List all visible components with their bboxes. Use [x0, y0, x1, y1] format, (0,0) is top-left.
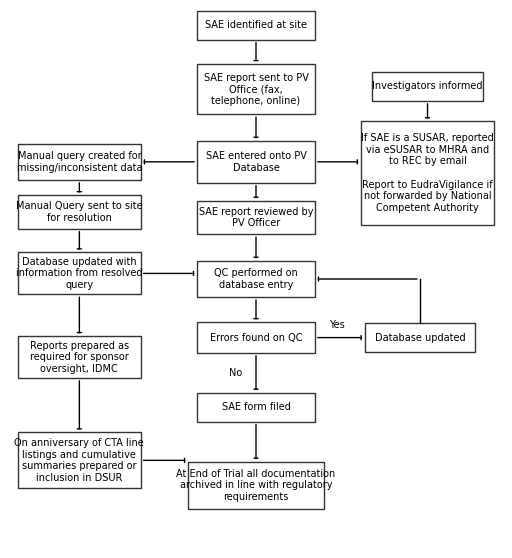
Text: SAE entered onto PV
Database: SAE entered onto PV Database: [205, 151, 307, 172]
Bar: [18, 195, 141, 229]
Text: Investigators informed: Investigators informed: [372, 81, 483, 92]
Bar: [18, 143, 141, 180]
Bar: [197, 11, 315, 40]
Text: SAE form filed: SAE form filed: [222, 402, 290, 412]
Text: SAE identified at site: SAE identified at site: [205, 20, 307, 30]
Bar: [361, 122, 494, 225]
Bar: [197, 393, 315, 422]
Bar: [197, 141, 315, 183]
Text: Yes: Yes: [329, 320, 345, 330]
Text: Reports prepared as
required for sponsor
oversight, IDMC: Reports prepared as required for sponsor…: [30, 340, 129, 374]
Bar: [365, 323, 475, 352]
Bar: [197, 201, 315, 234]
Text: No: No: [229, 368, 242, 378]
Text: At End of Trial all documentation
archived in line with regulatory
requirements: At End of Trial all documentation archiv…: [176, 469, 336, 502]
Bar: [197, 64, 315, 114]
Text: Errors found on QC: Errors found on QC: [210, 333, 302, 343]
Text: Database updated: Database updated: [374, 333, 465, 343]
Text: Manual Query sent to site
for resolution: Manual Query sent to site for resolution: [16, 201, 143, 223]
Text: SAE report reviewed by
PV Officer: SAE report reviewed by PV Officer: [199, 207, 313, 228]
Text: Database updated with
information from resolved
query: Database updated with information from r…: [16, 257, 143, 290]
Bar: [197, 323, 315, 353]
Bar: [197, 261, 315, 297]
Bar: [18, 432, 141, 488]
Bar: [18, 252, 141, 295]
Bar: [188, 462, 324, 509]
Text: SAE report sent to PV
Office (fax,
telephone, online): SAE report sent to PV Office (fax, telep…: [204, 73, 308, 106]
Text: Manual query created for
missing/inconsistent data: Manual query created for missing/inconsi…: [16, 151, 142, 172]
Bar: [18, 336, 141, 378]
Text: QC performed on
database entry: QC performed on database entry: [214, 268, 298, 290]
Text: On anniversary of CTA line
listings and cumulative
summaries prepared or
inclusi: On anniversary of CTA line listings and …: [14, 438, 144, 483]
Text: If SAE is a SUSAR, reported
via eSUSAR to MHRA and
to REC by email

Report to Eu: If SAE is a SUSAR, reported via eSUSAR t…: [361, 133, 494, 213]
Bar: [372, 72, 482, 101]
